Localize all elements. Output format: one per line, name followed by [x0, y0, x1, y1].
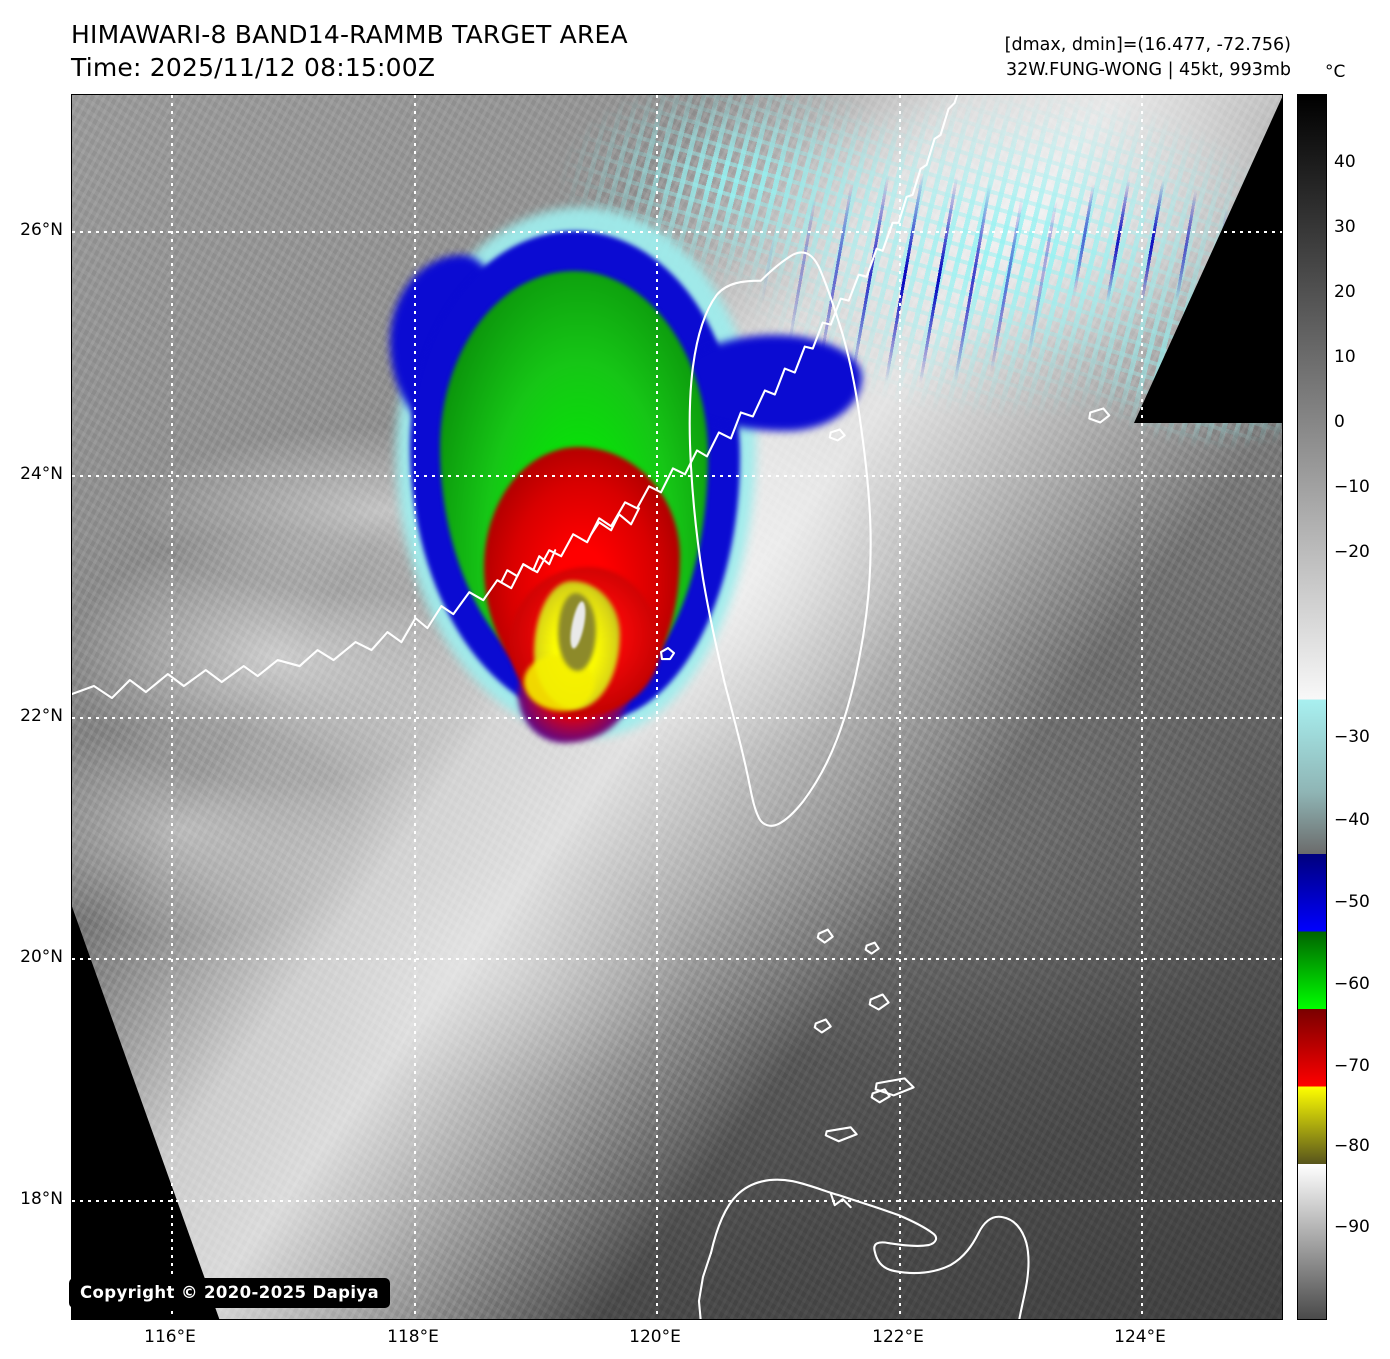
coastline-island-small-2 — [1088, 407, 1111, 424]
temperature-colorbar[interactable] — [1297, 94, 1327, 1320]
dmax-dmin-readout: [dmax, dmin]=(16.477, -72.756) — [1004, 35, 1291, 55]
page-title: HIMAWARI-8 BAND14-RAMMB TARGET AREA Time… — [71, 18, 628, 84]
colorbar-gradient — [1298, 95, 1326, 1319]
gridline-lon-120 — [656, 95, 658, 1319]
lon-tick-label-122: 122°E — [872, 1327, 924, 1347]
colorbar-tick-neg90: −90 — [1334, 1217, 1370, 1237]
title-line-2: Time: 2025/11/12 08:15:00Z — [71, 53, 436, 82]
colorbar-tick-neg20: −20 — [1334, 542, 1370, 562]
coastline-luzon-west — [697, 1252, 712, 1319]
gridline-lon-118 — [414, 95, 416, 1319]
coastline-islet-7 — [870, 1088, 891, 1104]
lat-tick-label-20: 20°N — [20, 947, 63, 967]
title-line-1: HIMAWARI-8 BAND14-RAMMB TARGET AREA — [71, 20, 628, 49]
colorbar-tick-10: 10 — [1334, 347, 1356, 367]
lat-tick-label-24: 24°N — [20, 464, 63, 484]
coastline-islet-6 — [824, 1126, 858, 1143]
lon-tick-label-118: 118°E — [387, 1327, 439, 1347]
gridline-lon-116 — [171, 95, 173, 1319]
colorbar-tick-0: 0 — [1334, 412, 1345, 432]
gridline-lat-22 — [72, 717, 1282, 719]
coastline-inlet-detail-1 — [500, 549, 557, 584]
coastline-inlet-detail-2 — [590, 507, 641, 536]
coastline-overlay — [72, 95, 1175, 1319]
colorbar-tick-neg70: −70 — [1334, 1056, 1370, 1076]
colorbar-tick-neg80: −80 — [1334, 1136, 1370, 1156]
lon-tick-label-116: 116°E — [144, 1327, 196, 1347]
gridline-lat-20 — [72, 958, 1282, 960]
colorbar-tick-neg60: −60 — [1334, 974, 1370, 994]
colorbar-tick-neg10: −10 — [1334, 477, 1370, 497]
lat-tick-label-18: 18°N — [20, 1189, 63, 1209]
lon-tick-label-120: 120°E — [629, 1327, 681, 1347]
coastline-penghu — [659, 647, 676, 661]
gridline-lat-18 — [72, 1200, 1282, 1202]
gridline-lat-24 — [72, 475, 1282, 477]
coastline-islet-3 — [868, 993, 890, 1011]
colorbar-tick-neg40: −40 — [1334, 810, 1370, 830]
colorbar-tick-20: 20 — [1334, 282, 1356, 302]
coastline-islet-2 — [864, 941, 880, 955]
coastline-islet-4 — [813, 1018, 832, 1034]
lon-tick-label-124: 124°E — [1114, 1327, 1166, 1347]
lat-tick-label-26: 26°N — [20, 220, 63, 240]
colorbar-unit-label: °C — [1325, 62, 1346, 82]
coastline-islet-1 — [816, 928, 834, 944]
satellite-image-panel[interactable] — [71, 94, 1283, 1320]
storm-info-readout: 32W.FUNG-WONG | 45kt, 993mb — [1006, 60, 1291, 81]
colorbar-tick-neg30: −30 — [1334, 727, 1370, 747]
colorbar-tick-neg50: −50 — [1334, 892, 1370, 912]
coastline-south-china — [72, 95, 959, 700]
satellite-image-canvas — [72, 95, 1282, 1319]
header-metadata: [dmax, dmin]=(16.477, -72.756) 32W.FUNG-… — [1005, 33, 1291, 84]
colorbar-tick-40: 40 — [1334, 152, 1356, 172]
lat-tick-label-22: 22°N — [20, 706, 63, 726]
colorbar-tick-30: 30 — [1334, 217, 1356, 237]
coastline-luzon-north-notch — [829, 1192, 852, 1209]
gridline-lat-26 — [72, 231, 1282, 233]
gridline-lon-122 — [899, 95, 901, 1319]
coastline-taiwan — [688, 251, 872, 827]
copyright-watermark: Copyright © 2020-2025 Dapiya — [69, 1278, 391, 1308]
coastline-island-small-1 — [828, 428, 846, 442]
coastline-islet-5 — [874, 1077, 915, 1097]
gridline-lon-124 — [1141, 95, 1143, 1319]
